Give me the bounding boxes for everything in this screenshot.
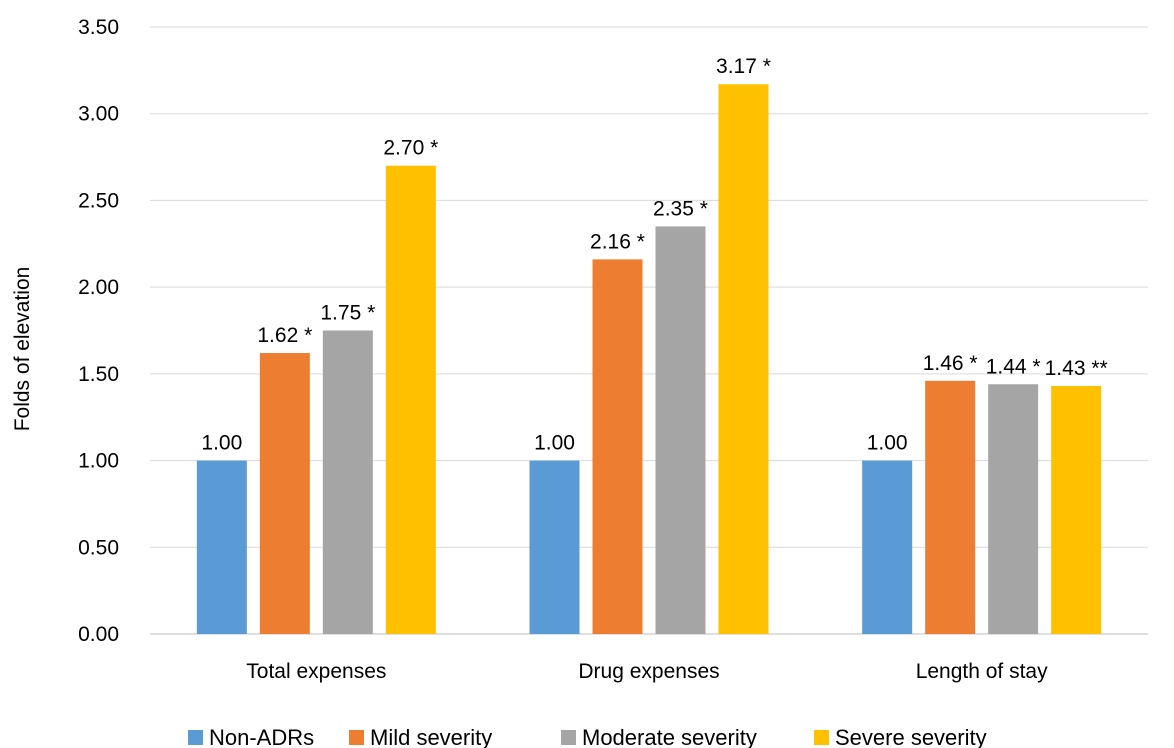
legend-swatch [188,730,203,745]
data-label: 1.43 ** [1045,357,1108,380]
data-label: 1.62 * [257,324,312,347]
bar-mild-severity [592,259,643,634]
data-label: 1.00 [534,432,575,455]
gridlines [150,26,1148,635]
y-tick-label: 1.00 [78,450,119,473]
bar-severe-severity [1051,385,1102,634]
y-tick-label: 0.50 [78,536,119,559]
data-labels: 1.00 1.62 * 1.75 * 2.70 * 1.00 2.16 * 2.35 * 3.… [201,55,1107,454]
bar-mild-severity [259,353,310,634]
data-label: 3.17 * [716,55,771,78]
bar-moderate-severity [988,384,1039,634]
data-label: 1.00 [867,432,908,455]
data-label: 2.70 * [383,137,438,160]
bar-severe-severity [718,84,769,634]
data-label: 2.35 * [653,197,708,220]
data-label: 1.75 * [320,302,375,325]
bar-moderate-severity [322,330,373,634]
y-tick-label: 3.50 [78,16,119,39]
data-label: 1.46 * [923,352,978,375]
category-label: Length of stay [916,660,1048,683]
y-axis-title: Folds of elevation [11,267,34,432]
bar-mild-severity [925,380,976,634]
bar-non-adrs [529,460,580,634]
legend-swatch [349,730,364,745]
bars [196,84,1102,634]
y-axis-tick-labels: 0.00 0.50 1.00 1.50 2.00 2.50 3.00 3.50 [78,16,119,646]
bar-non-adrs [196,460,247,634]
y-tick-label: 1.50 [78,363,119,386]
category-label: Total expenses [246,660,386,683]
legend-label: Non-ADRs [209,725,314,748]
y-tick-label: 0.00 [78,623,119,646]
legend-label: Moderate severity [582,725,757,748]
legend-swatch [561,730,576,745]
category-labels: Total expenses Drug expenses Length of sta… [246,660,1048,683]
legend-label: Severe severity [835,725,987,748]
bar-severe-severity [385,165,436,634]
data-label: 2.16 * [590,230,645,253]
bar-non-adrs [862,460,913,634]
y-tick-label: 2.00 [78,276,119,299]
legend: Non-ADRs Mild severity Moderate severity Se… [188,725,987,748]
legend-label: Mild severity [370,725,492,748]
category-label: Drug expenses [578,660,719,683]
bar-moderate-severity [655,226,706,634]
legend-swatch [814,730,829,745]
data-label: 1.00 [201,432,242,455]
data-label: 1.44 * [986,355,1041,378]
y-tick-label: 2.50 [78,189,119,212]
y-tick-label: 3.00 [78,103,119,126]
